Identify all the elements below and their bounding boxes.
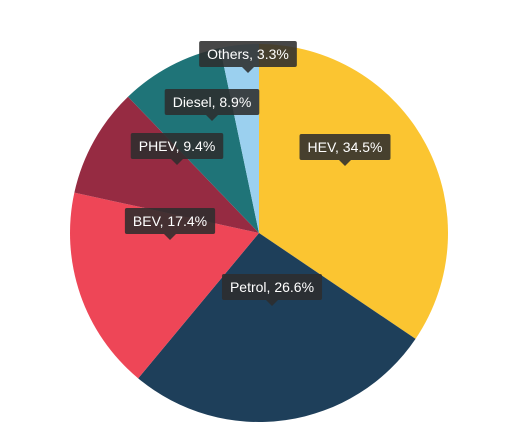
label-pointer [164, 234, 176, 240]
label-box [130, 133, 224, 159]
slice-label-text: BEV, 17.4% [133, 213, 207, 229]
label-pointer [266, 300, 278, 306]
label-pointer [339, 160, 351, 166]
label-pointer [242, 67, 254, 73]
label-box [199, 41, 297, 67]
label-box [124, 208, 216, 234]
label-pointer [206, 115, 218, 121]
label-box [164, 89, 260, 115]
pie-slice-phev[interactable] [74, 96, 259, 234]
slice-label-text: Others, 3.3% [207, 46, 289, 62]
pie-slice-petrol[interactable] [138, 233, 416, 422]
slice-label-text: HEV, 34.5% [308, 139, 383, 155]
pie-labels: HEV, 34.5% Petrol, 26.6% BEV, 17.4% PHEV, 9… [124, 41, 391, 306]
pie-slice-bev[interactable] [69, 192, 259, 379]
slice-label-diesel: Diesel, 8.9% [164, 89, 260, 121]
slice-label-petrol: Petrol, 26.6% [221, 274, 323, 306]
slice-label-text: Petrol, 26.6% [230, 279, 314, 295]
slice-label-phev: PHEV, 9.4% [130, 133, 224, 165]
slice-label-hev: HEV, 34.5% [299, 134, 391, 166]
slice-label-others: Others, 3.3% [199, 41, 297, 73]
label-pointer [171, 159, 183, 165]
label-box [299, 134, 391, 160]
pie-slice-hev[interactable] [259, 44, 448, 339]
slice-label-text: PHEV, 9.4% [139, 138, 216, 154]
slice-label-text: Diesel, 8.9% [173, 94, 252, 110]
slice-label-bev: BEV, 17.4% [124, 208, 216, 240]
label-box [221, 274, 323, 300]
